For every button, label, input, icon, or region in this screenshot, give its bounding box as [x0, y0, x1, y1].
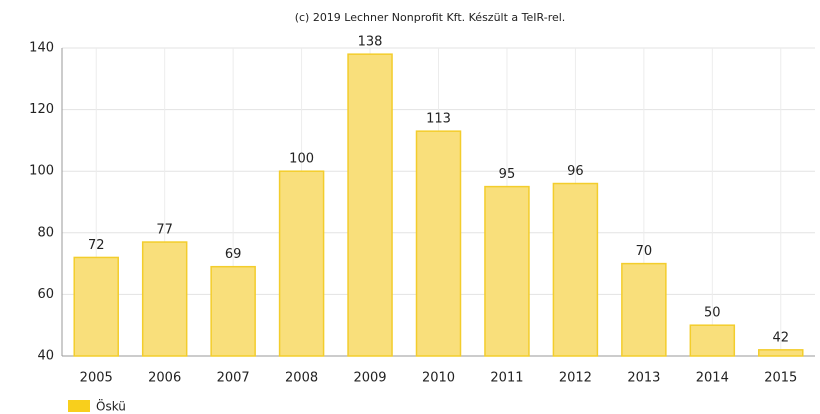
chart-title: (c) 2019 Lechner Nonprofit Kft. Készült … — [295, 11, 566, 24]
data-label: 70 — [636, 244, 653, 259]
data-label: 77 — [156, 223, 173, 238]
data-label: 113 — [426, 112, 451, 127]
data-label: 72 — [88, 238, 105, 253]
x-tick-label: 2005 — [80, 371, 113, 386]
y-tick-label: 40 — [37, 349, 54, 364]
data-label: 69 — [225, 247, 242, 262]
bar — [758, 349, 804, 357]
data-label: 95 — [499, 167, 516, 182]
x-tick-label: 2008 — [285, 371, 318, 386]
legend-label: Öskü — [96, 398, 126, 414]
bar — [621, 262, 667, 357]
x-tick-label: 2014 — [696, 371, 729, 386]
bar — [689, 324, 736, 357]
x-tick-label: 2015 — [764, 371, 797, 386]
y-tick-label: 60 — [37, 287, 54, 302]
data-label: 42 — [772, 330, 789, 345]
x-tick-label: 2011 — [490, 371, 523, 386]
x-tick-label: 2009 — [353, 371, 386, 386]
x-tick-label: 2006 — [148, 371, 181, 386]
x-tick-label: 2007 — [217, 371, 250, 386]
bar — [210, 265, 256, 357]
bar — [278, 170, 325, 357]
x-tick-label: 2012 — [559, 371, 592, 386]
data-label: 50 — [704, 306, 721, 321]
bar — [552, 182, 599, 357]
y-tick-label: 80 — [37, 225, 54, 240]
y-tick-label: 100 — [29, 164, 54, 179]
data-label: 138 — [358, 35, 383, 50]
bar — [347, 53, 393, 357]
bar — [73, 256, 119, 357]
data-label: 100 — [289, 152, 314, 167]
bar — [141, 241, 188, 357]
y-tick-label: 120 — [29, 102, 54, 117]
x-tick-label: 2013 — [627, 371, 660, 386]
bar — [415, 130, 462, 357]
legend-swatch — [68, 400, 90, 412]
bar — [484, 185, 530, 357]
data-label: 96 — [567, 164, 584, 179]
y-tick-label: 140 — [29, 41, 54, 56]
x-tick-label: 2010 — [422, 371, 455, 386]
